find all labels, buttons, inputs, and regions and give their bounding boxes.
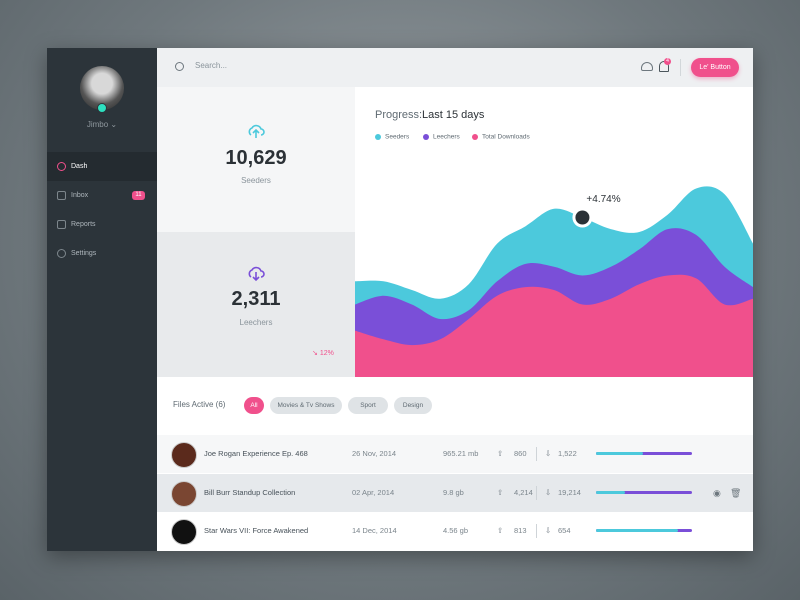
nav-item[interactable]: Settings: [47, 239, 157, 268]
progress-bar: [596, 452, 644, 455]
chart-title: Progress:: [375, 109, 422, 121]
legend-label: Leechers: [433, 134, 460, 141]
stat-icon: [248, 266, 265, 282]
search-input[interactable]: Search...: [195, 61, 228, 70]
badge: 11: [132, 191, 145, 200]
highlight-marker-core: [575, 210, 590, 225]
stat-card: 10,629 Seeders: [157, 87, 355, 232]
file-date: 26 Nov, 2014: [352, 449, 397, 458]
nav-item[interactable]: Inbox 11: [47, 181, 157, 210]
stat-change: ↘ 12%: [312, 350, 334, 357]
file-size: 9.8 gb: [443, 487, 464, 497]
area-chart: Progress: Last 15 days Seeders Leechers To…: [355, 109, 753, 377]
upload-icon[interactable]: [641, 62, 653, 71]
user-name-text: Jimbo: [86, 120, 109, 129]
file-date: 02 Apr, 2014: [352, 487, 395, 497]
legend-label: Total Downloads: [482, 134, 530, 141]
file-row[interactable]: Star Wars VII: Force Awakened 14 Dec, 201…: [157, 512, 753, 550]
dashboard: Jimbo ⌄ Dash Inbox 11 Reports Settings Se…: [47, 48, 753, 551]
file-thumb: [171, 480, 197, 507]
view-icon[interactable]: ◉: [713, 487, 721, 498]
progress-bar: [596, 490, 625, 494]
nav-item[interactable]: Dash: [47, 152, 157, 181]
top-bar: Search... 4 Le' Button: [157, 48, 753, 87]
files-title: Files Active (6): [173, 400, 226, 409]
progress-track: [596, 452, 692, 455]
chart-subtitle: Last 15 days: [422, 109, 485, 121]
file-date: 14 Dec, 2014: [352, 526, 397, 535]
avatar: [80, 66, 124, 110]
file-size: 4.56 gb: [443, 526, 469, 535]
downloads: 654: [558, 526, 571, 535]
filter-chip[interactable]: Movies & Tv Shows: [270, 397, 342, 414]
stat-change-value: 12%: [319, 350, 334, 357]
nav-label: Dash: [71, 163, 88, 170]
download-icon: ⇩: [545, 449, 552, 458]
progress-track: [596, 490, 692, 494]
uploads: 860: [514, 449, 527, 458]
file-name: Joe Rogan Experience Ep. 468: [204, 449, 308, 458]
notification-badge: 4: [664, 58, 671, 65]
filter-chip[interactable]: Sport: [348, 397, 388, 414]
primary-button[interactable]: Le' Button: [691, 58, 739, 77]
progress-bar: [596, 529, 678, 532]
upload-count: ⇧: [497, 487, 504, 497]
upload-count: ⇧: [497, 526, 504, 535]
legend-dot: [423, 134, 429, 140]
uploads: 4,214: [514, 487, 533, 497]
stat-card: 2,311 Leechers ↘ 12%: [157, 232, 355, 377]
upload-count: ⇧: [497, 449, 504, 458]
divider: [536, 485, 537, 500]
file-name: Star Wars VII: Force Awakened: [204, 526, 309, 535]
stat-value: 10,629: [225, 147, 287, 169]
user-name[interactable]: Jimbo ⌄: [86, 120, 118, 129]
stat-icon: [248, 124, 265, 138]
downloads: 19,214: [558, 487, 581, 497]
divider: [536, 524, 537, 538]
nav-label: Inbox: [71, 192, 89, 199]
nav-label: Settings: [71, 250, 97, 257]
area: [355, 274, 753, 377]
divider: [680, 59, 681, 76]
stat-value: 2,311: [231, 288, 281, 310]
legend-dot: [472, 134, 478, 140]
nav-item[interactable]: Reports: [47, 210, 157, 239]
file-row[interactable]: Joe Rogan Experience Ep. 468 26 Nov, 2014…: [157, 435, 753, 473]
status-dot: [97, 103, 107, 113]
file-thumb: [171, 519, 197, 545]
stat-label: Seeders: [241, 176, 271, 185]
sidebar: Jimbo ⌄ Dash Inbox 11 Reports Settings: [47, 48, 157, 551]
filter-chip[interactable]: All: [244, 397, 264, 414]
divider: [536, 447, 537, 461]
search-icon: [175, 62, 184, 71]
file-thumb: [171, 442, 197, 468]
file-size: 965.21 mb: [443, 449, 479, 458]
download-icon: ⇩: [545, 526, 552, 535]
nav-label: Reports: [71, 221, 96, 228]
annotation: +4.74%: [586, 194, 620, 205]
uploads: 813: [514, 526, 527, 535]
download-icon: ⇩: [545, 487, 552, 497]
stat-label: Leechers: [239, 318, 273, 327]
progress-track: [596, 529, 692, 532]
filter-chip[interactable]: Design: [394, 397, 432, 414]
downloads: 1,522: [558, 449, 577, 458]
legend-label: Seeders: [385, 134, 410, 141]
delete-icon[interactable]: 🗑: [730, 487, 742, 498]
legend-dot: [375, 134, 381, 140]
file-row[interactable]: Bill Burr Standup Collection 02 Apr, 2014…: [157, 473, 753, 512]
file-name: Bill Burr Standup Collection: [204, 487, 296, 497]
